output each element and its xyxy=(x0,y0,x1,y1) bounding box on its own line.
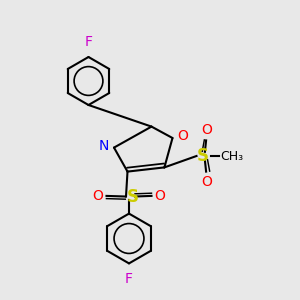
Text: O: O xyxy=(177,129,188,142)
Text: CH₃: CH₃ xyxy=(220,149,244,163)
Text: O: O xyxy=(93,189,104,203)
Text: S: S xyxy=(127,188,139,206)
Text: O: O xyxy=(154,189,165,203)
Text: F: F xyxy=(85,34,92,49)
Text: F: F xyxy=(125,272,133,286)
Text: O: O xyxy=(201,175,212,189)
Text: S: S xyxy=(197,147,209,165)
Text: O: O xyxy=(201,123,212,137)
Text: N: N xyxy=(99,139,110,153)
